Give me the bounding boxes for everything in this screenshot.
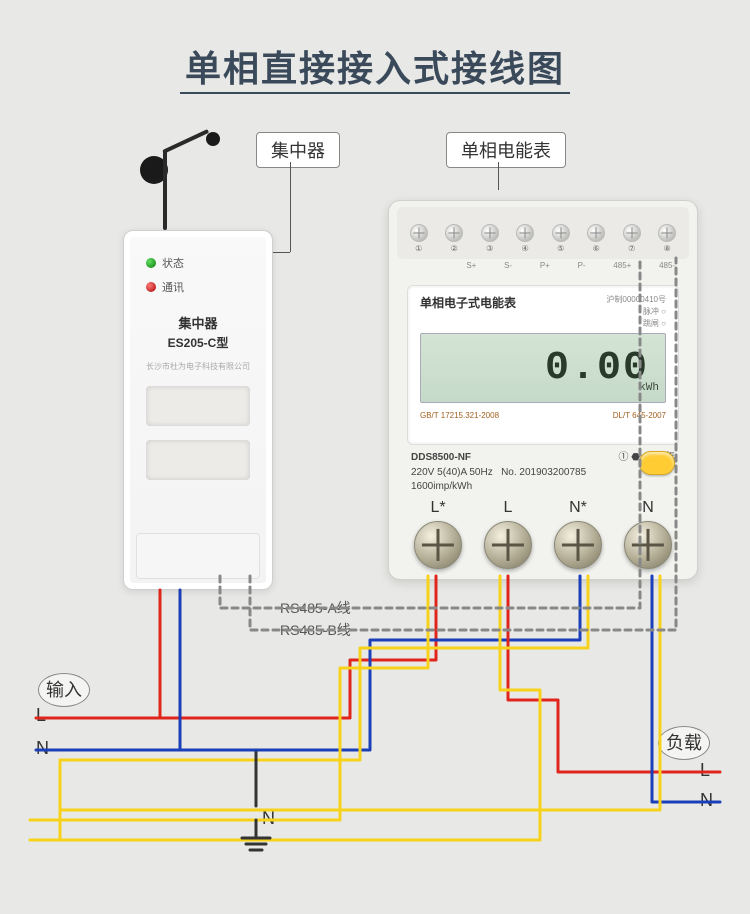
meter-specs: DDS8500-NF ① ⬣ 2019年 220V 5(40)A 50Hz No… [411,451,675,495]
main-terminal: L [478,499,538,569]
small-terminal: ⑦ [618,213,646,253]
leader-line [290,162,291,252]
meter-lcd: 0.00 kWh [420,333,666,403]
rs485-a-label: RS485-A线 [280,598,351,618]
lcd-unit: kWh [639,382,659,394]
concentrator-port-block [136,533,260,579]
label-concentrator: 集中器 [256,132,340,168]
title-underline [180,92,570,94]
concentrator-device: 状态 通讯 集中器 ES205-C型 长沙市杜为电子科技有限公司 [123,230,273,590]
lcd-value: 0.00 [545,346,649,391]
led-comm-icon [146,282,156,292]
concentrator-cutout [146,386,250,426]
small-terminal: ⑧ [653,213,681,253]
input-N: N [36,738,49,759]
input-label: 输入 [38,673,90,707]
concentrator-cutout [146,440,250,480]
concentrator-vendor: 长沙市杜为电子科技有限公司 [134,361,262,372]
led-comm-label: 通讯 [162,279,184,295]
meter-standards: GB/T 17215.321-2008 DL/T 645-2007 [420,411,666,420]
meter-model: DDS8500-NF [411,451,471,466]
ground-N: N [262,808,275,829]
led-status-icon [146,258,156,268]
small-terminal: ⑥ [582,213,610,253]
led-comm-row: 通讯 [146,279,262,295]
load-label: 负载 [658,726,710,760]
input-L: L [36,705,46,726]
concentrator-model: ES205-C型 [134,334,262,351]
small-terminal: ⑤ [547,213,575,253]
output-L: L [700,760,710,781]
leader-line [498,162,499,190]
meter-small-terminals: ①②③④⑤⑥⑦⑧ [397,207,689,259]
small-terminal: ④ [511,213,539,253]
small-terminal: ③ [476,213,504,253]
output-N: N [700,790,713,811]
meter-button[interactable] [639,451,675,475]
main-terminal: N* [548,499,608,569]
label-meter: 单相电能表 [446,132,566,168]
main-terminal: L* [408,499,468,569]
antenna-tip [206,132,220,146]
meter-small-terminal-labels: S+S-P+P-485+485- [397,261,689,270]
main-terminal: N [618,499,678,569]
meter-face: 单相电子式电能表 沪制00000410号 脉冲 ○ 跳闸 ○ 红外通讯 0.00… [407,285,679,445]
meter-device: ①②③④⑤⑥⑦⑧ S+S-P+P-485+485- 单相电子式电能表 沪制000… [388,200,698,580]
antenna-stem [163,150,167,230]
concentrator-name: 集中器 [134,313,262,332]
led-status-row: 状态 [146,255,262,271]
page-title: 单相直接接入式接线图 [0,40,750,92]
meter-main-terminals: L*LN*N [403,495,683,569]
rs485-b-label: RS485-B线 [280,620,351,640]
antenna-arm [162,129,209,154]
small-terminal: ② [440,213,468,253]
small-terminal: ① [405,213,433,253]
led-status-label: 状态 [162,255,184,271]
